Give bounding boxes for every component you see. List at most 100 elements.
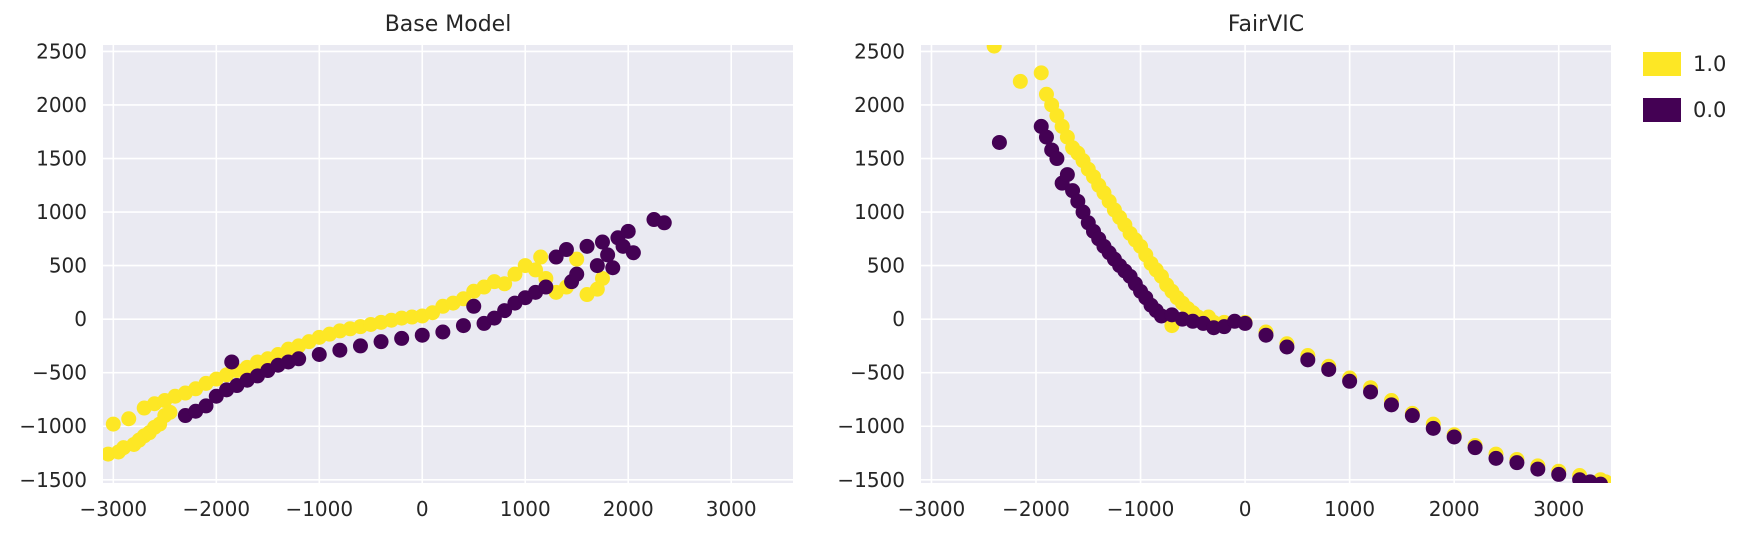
base-model-ytick-label-0: −1500 bbox=[19, 468, 87, 492]
fairvic-point-class0-35 bbox=[1300, 352, 1316, 368]
legend-swatch-0 bbox=[1643, 52, 1681, 76]
fairvic-point-class0-38 bbox=[1363, 384, 1379, 400]
fairvic-point-class0-2 bbox=[1038, 129, 1054, 145]
fairvic-point-class0-41 bbox=[1425, 420, 1441, 436]
fairvic-point-class1-0 bbox=[986, 45, 1002, 54]
base-model-point-class0-16 bbox=[373, 334, 389, 350]
base-model-point-class0-37 bbox=[605, 260, 621, 276]
base-model-point-class1-15 bbox=[162, 404, 178, 420]
fairvic-point-class0-44 bbox=[1488, 450, 1504, 466]
base-model-point-class1-49 bbox=[507, 266, 523, 282]
base-model-ytick-label-4: 500 bbox=[49, 254, 87, 278]
base-model-point-class0-19 bbox=[435, 324, 451, 340]
base-model-ytick-label-1: −1000 bbox=[19, 414, 87, 438]
base-model-xtick-label-1: −2000 bbox=[182, 497, 250, 521]
base-model-point-class0-20 bbox=[455, 318, 471, 334]
base-model-ytick-label-3: 0 bbox=[74, 307, 87, 331]
base-model-xtick-label-5: 2000 bbox=[603, 497, 654, 521]
fairvic-ytick-label-8: 2500 bbox=[854, 39, 905, 63]
base-model-points bbox=[103, 212, 672, 462]
fairvic-point-class0-47 bbox=[1551, 466, 1567, 482]
base-model-ytick-label-5: 1000 bbox=[36, 200, 87, 224]
fairvic-point-class0-34 bbox=[1279, 339, 1295, 355]
fairvic-ytick-label-0: −1500 bbox=[837, 468, 905, 492]
base-model-point-class0-33 bbox=[579, 238, 595, 254]
base-model-title: Base Model bbox=[385, 12, 512, 37]
base-model-ytick-label-8: 2500 bbox=[36, 39, 87, 63]
fairvic-point-class0-32 bbox=[1237, 315, 1253, 331]
fairvic-point-class0-39 bbox=[1383, 397, 1399, 413]
fairvic-point-class0-37 bbox=[1342, 373, 1358, 389]
fairvic-point-class0-45 bbox=[1509, 455, 1525, 471]
fairvic-point-class0-36 bbox=[1321, 361, 1337, 377]
fairvic-point-class0-40 bbox=[1404, 408, 1420, 424]
base-model-panel: −3000 −2000 −1000 0 1000 2000 3000 −1500 −1000 −5… bbox=[19, 12, 793, 521]
base-model-xtick-label-4: 1000 bbox=[500, 497, 551, 521]
base-model-point-class1-59 bbox=[594, 270, 610, 286]
base-model-xtick-label-2: −1000 bbox=[285, 497, 353, 521]
fairvic-xtick-label-4: 1000 bbox=[1324, 497, 1375, 521]
fairvic-xtick-label-3: 0 bbox=[1239, 497, 1252, 521]
fairvic-panel: −3000 −2000 −1000 0 1000 2000 3000 −1500 −1000 −5… bbox=[837, 12, 1611, 521]
fairvic-point-class0-46 bbox=[1530, 461, 1546, 477]
base-model-point-class1-48 bbox=[497, 276, 513, 292]
base-model-point-class0-18 bbox=[414, 327, 430, 343]
base-model-point-class1-1 bbox=[105, 416, 121, 432]
base-model-point-class1-44 bbox=[455, 291, 471, 307]
legend-label-1: 0.0 bbox=[1693, 98, 1726, 122]
fairvic-ytick-label-4: 500 bbox=[867, 254, 905, 278]
base-model-ytick-label-2: −500 bbox=[32, 361, 87, 385]
base-model-point-class0-29 bbox=[548, 249, 564, 265]
base-model-point-class0-12 bbox=[291, 351, 307, 367]
base-model-point-class0-24 bbox=[497, 303, 513, 319]
base-model-point-class1-51 bbox=[528, 262, 544, 278]
base-model-point-class0-32 bbox=[569, 266, 585, 282]
base-model-point-class1-52 bbox=[533, 249, 549, 265]
fairvic-point-class1-2 bbox=[1033, 65, 1049, 81]
base-model-xtick-label-0: −3000 bbox=[79, 497, 147, 521]
fairvic-ytick-label-7: 2000 bbox=[854, 93, 905, 117]
fairvic-ytick-label-1: −1000 bbox=[837, 414, 905, 438]
base-model-plot-area bbox=[103, 45, 793, 483]
fairvic-title: FairVIC bbox=[1228, 12, 1304, 37]
fairvic-xtick-label-5: 2000 bbox=[1429, 497, 1480, 521]
base-model-point-class0-35 bbox=[594, 234, 610, 250]
base-model-xtick-label-6: 3000 bbox=[706, 497, 757, 521]
fairvic-ytick-label-3: 0 bbox=[892, 307, 905, 331]
base-model-point-class0-23 bbox=[486, 310, 502, 326]
fairvic-point-class0-50 bbox=[1593, 476, 1608, 483]
fairvic-point-class0-0 bbox=[991, 134, 1007, 150]
base-model-point-class0-40 bbox=[620, 223, 636, 239]
fairvic-xtick-label-1: −2000 bbox=[1002, 497, 1070, 521]
fairvic-ytick-label-5: 1000 bbox=[854, 200, 905, 224]
fairvic-point-class0-33 bbox=[1258, 327, 1274, 343]
base-model-point-class0-30 bbox=[558, 242, 574, 258]
fairvic-point-class0-42 bbox=[1446, 429, 1462, 445]
fairvic-point-class1-1 bbox=[1012, 73, 1028, 89]
base-model-point-class0-28 bbox=[538, 279, 554, 295]
fairvic-point-class0-4 bbox=[1049, 151, 1065, 167]
fairvic-xtick-label-2: −1000 bbox=[1107, 497, 1175, 521]
base-model-ytick-label-7: 2000 bbox=[36, 93, 87, 117]
base-model-point-class0-41 bbox=[625, 245, 641, 261]
base-model-point-class0-2 bbox=[198, 398, 214, 414]
base-model-point-class0-34 bbox=[589, 258, 605, 274]
base-model-point-class0-15 bbox=[352, 338, 368, 354]
legend: 1.0 0.0 bbox=[1643, 52, 1726, 122]
legend-swatch-1 bbox=[1643, 98, 1681, 122]
base-model-point-class0-43 bbox=[656, 215, 672, 231]
base-model-point-class0-13 bbox=[311, 346, 327, 362]
fairvic-plot-area bbox=[921, 45, 1611, 483]
fairvic-xtick-label-0: −3000 bbox=[898, 497, 966, 521]
fairvic-ytick-label-2: −500 bbox=[850, 361, 905, 385]
fairvic-points bbox=[986, 45, 1611, 483]
fairvic-ytick-label-6: 1500 bbox=[854, 147, 905, 171]
base-model-ytick-label-6: 1500 bbox=[36, 147, 87, 171]
base-model-point-class1-4 bbox=[121, 411, 137, 427]
base-model-point-class0-14 bbox=[332, 342, 348, 358]
base-model-point-class0-21 bbox=[466, 298, 482, 314]
base-model-point-class0-17 bbox=[394, 330, 410, 346]
base-model-point-class1-56 bbox=[569, 251, 585, 267]
